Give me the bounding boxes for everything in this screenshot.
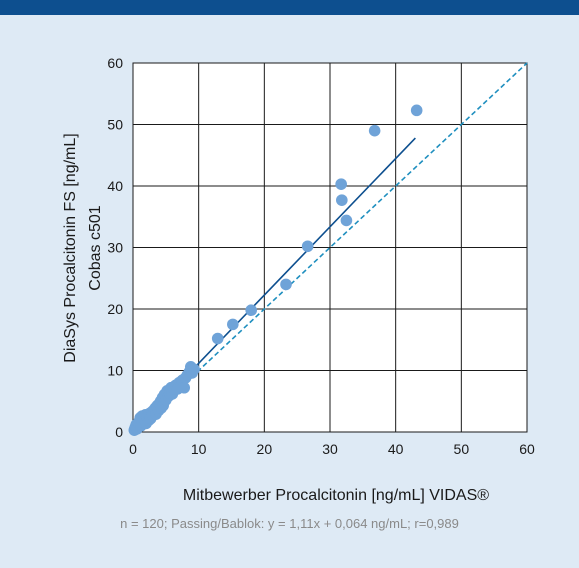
y-tick-label: 20 [107,301,123,317]
y-tick-label: 30 [107,240,123,256]
x-axis-title: Mitbewerber Procalcitonin [ng/mL] VIDAS® [183,487,489,504]
data-point [335,178,347,190]
data-point [280,278,292,291]
x-tick-label: 20 [257,441,273,457]
y-axis-title-line-2: Cobas c501 [87,205,104,290]
data-point [340,214,353,227]
y-axis-title-line-1: DiaSys Procalcitonin FS [ng/mL] [62,133,79,362]
y-tick-label: 60 [107,55,123,71]
data-point [188,363,200,376]
x-tick-label: 10 [191,441,207,457]
y-tick-label: 50 [107,117,123,133]
data-point [410,104,423,117]
x-tick-label: 0 [129,441,137,457]
data-point [336,194,348,206]
tick-labels: 0 10 20 30 40 50 60 0 10 20 30 40 50 60 [107,55,535,457]
x-tick-label: 50 [454,441,470,457]
data-point [211,332,224,345]
data-point [245,304,257,317]
header-bar [0,0,579,15]
x-tick-label: 30 [322,441,338,457]
data-points [128,104,423,436]
data-point [301,240,314,253]
y-tick-label: 10 [107,363,123,379]
y-tick-label: 0 [115,424,123,440]
y-tick-label: 40 [107,178,123,194]
x-tick-label: 60 [519,441,535,457]
data-point [368,124,381,137]
data-point [227,318,239,331]
footnote: n = 120; Passing/Bablok: y = 1,11x + 0,0… [120,516,459,531]
x-tick-label: 40 [388,441,404,457]
data-point [178,381,191,394]
